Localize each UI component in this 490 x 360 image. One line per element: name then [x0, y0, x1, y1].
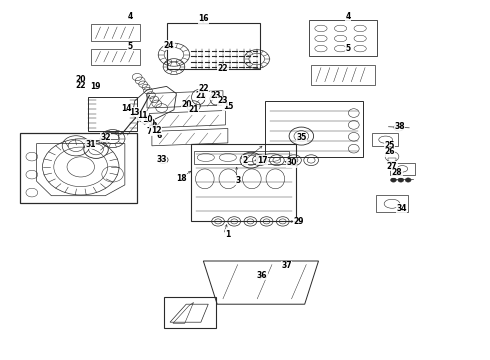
Text: 26: 26: [384, 148, 395, 157]
Text: 15: 15: [222, 102, 233, 111]
Text: 8: 8: [152, 122, 157, 131]
Bar: [91, 24, 140, 41]
Text: 33: 33: [156, 155, 167, 163]
Text: 11: 11: [137, 112, 147, 120]
Circle shape: [398, 178, 404, 182]
Bar: [91, 49, 140, 65]
Text: 5: 5: [345, 44, 350, 53]
Bar: [88, 97, 137, 131]
Text: 18: 18: [176, 174, 187, 183]
Text: 24: 24: [164, 41, 174, 50]
Text: 5: 5: [127, 42, 132, 51]
Text: 22: 22: [198, 84, 209, 93]
Text: 22: 22: [218, 64, 228, 73]
Bar: [20, 133, 137, 203]
Text: 17: 17: [257, 156, 268, 165]
Text: 27: 27: [387, 162, 397, 171]
Text: 21: 21: [188, 105, 199, 114]
Bar: [191, 144, 296, 221]
Text: 16: 16: [198, 14, 209, 23]
Bar: [167, 23, 260, 69]
Text: 1: 1: [225, 230, 230, 239]
Text: 6: 6: [157, 131, 162, 140]
Text: 12: 12: [151, 126, 162, 135]
Bar: [194, 151, 289, 164]
Text: 20: 20: [181, 100, 192, 109]
Text: 35: 35: [296, 133, 307, 142]
Text: 37: 37: [281, 261, 292, 270]
Text: 9: 9: [149, 119, 154, 128]
Text: 7: 7: [147, 127, 152, 136]
Text: 14: 14: [121, 104, 132, 113]
Bar: [164, 297, 216, 328]
Text: 25: 25: [384, 141, 395, 150]
Circle shape: [405, 178, 411, 182]
Text: 21: 21: [196, 91, 206, 100]
Text: 34: 34: [396, 204, 407, 212]
Text: 13: 13: [129, 108, 140, 117]
Text: 4: 4: [345, 12, 350, 21]
Text: 36: 36: [257, 271, 268, 280]
Text: 23: 23: [210, 91, 221, 100]
Text: 31: 31: [85, 140, 96, 149]
Text: 30: 30: [286, 158, 297, 167]
Bar: [372, 133, 398, 146]
Bar: [390, 163, 415, 175]
Text: 10: 10: [142, 115, 152, 124]
Text: 32: 32: [100, 133, 111, 142]
Bar: [309, 20, 377, 56]
Text: 22: 22: [75, 81, 86, 90]
Text: 29: 29: [294, 217, 304, 226]
Bar: [388, 158, 396, 162]
Text: 4: 4: [127, 12, 132, 21]
Text: 2: 2: [243, 156, 247, 165]
Bar: [376, 195, 408, 212]
Circle shape: [391, 178, 396, 182]
Text: 38: 38: [394, 122, 405, 131]
Text: 23: 23: [218, 96, 228, 105]
Bar: [265, 101, 363, 157]
Text: 28: 28: [392, 168, 402, 177]
Text: 19: 19: [90, 82, 101, 91]
Text: 3: 3: [235, 176, 240, 185]
Bar: [105, 132, 118, 139]
Bar: [311, 65, 375, 85]
Text: 20: 20: [75, 75, 86, 84]
